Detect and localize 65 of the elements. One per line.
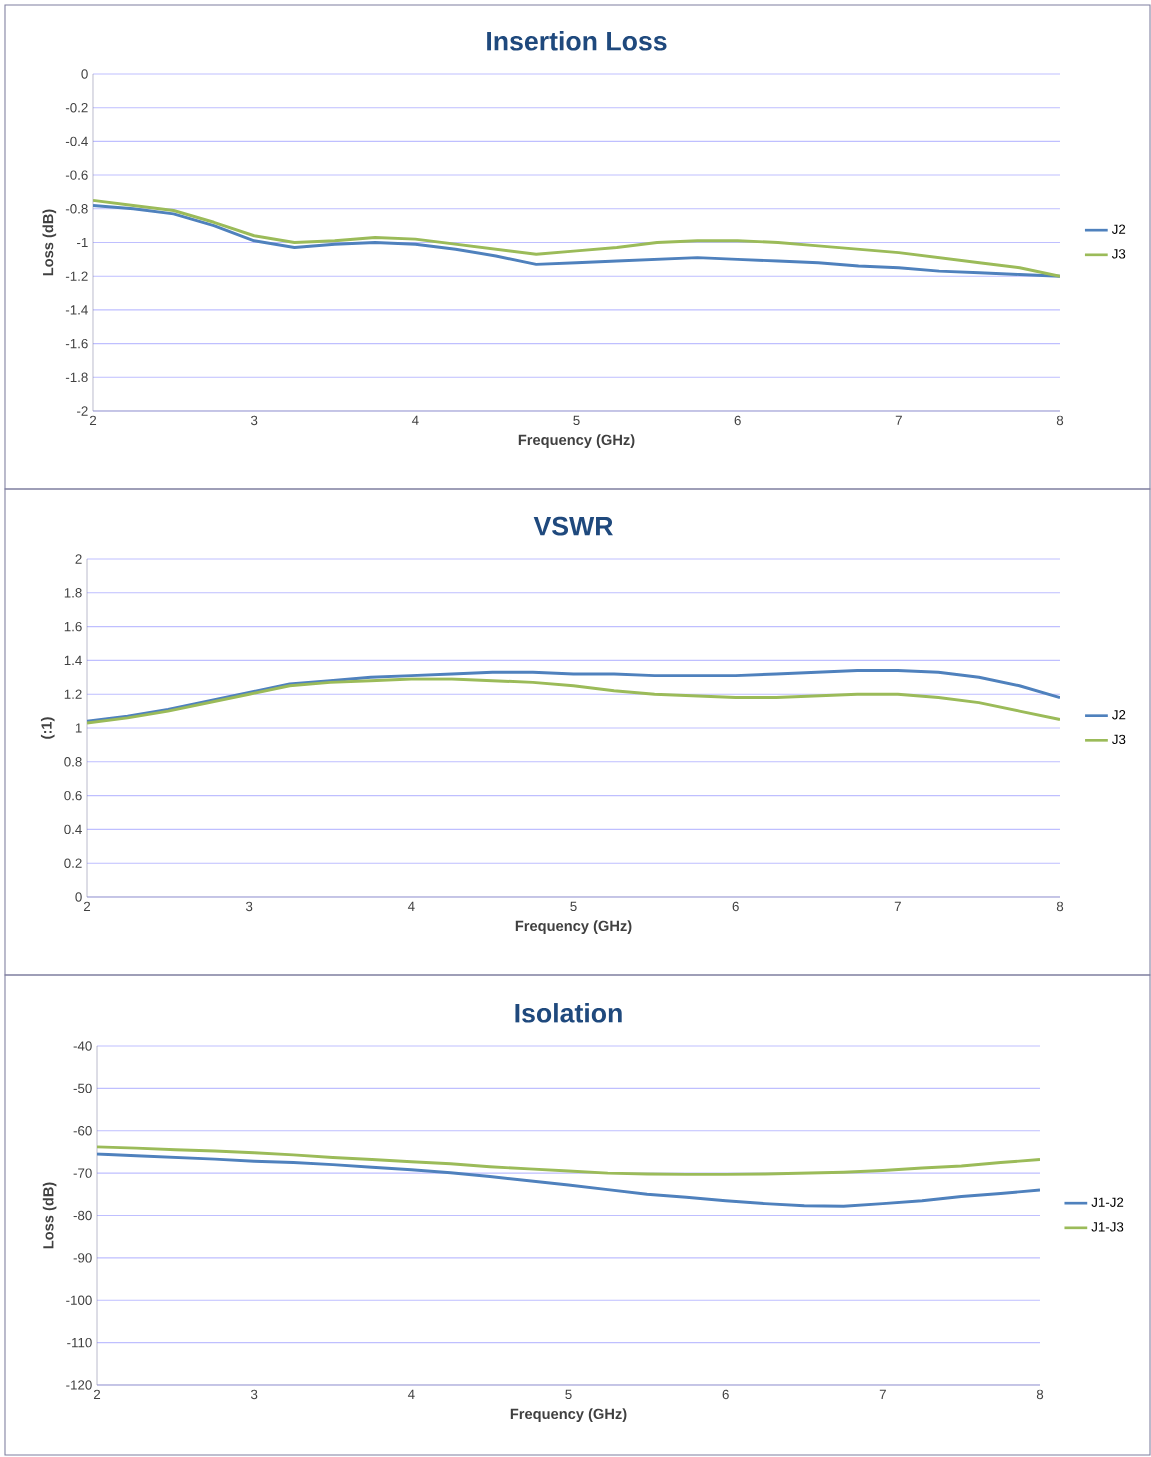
y-tick-label: -1.2: [65, 271, 88, 281]
y-tick-label: 0.6: [64, 790, 82, 801]
x-tick-label: 5: [573, 415, 580, 425]
x-axis-title: Frequency (GHz): [510, 1408, 627, 1422]
x-tick-label: 7: [894, 901, 901, 911]
y-tick-label: -120: [66, 1380, 92, 1390]
y-tick-label: -0.6: [65, 170, 88, 180]
x-tick-label: 4: [407, 1389, 415, 1399]
x-tick-label: 7: [895, 415, 902, 425]
y-axis-title: Loss (dB): [42, 1182, 57, 1249]
y-tick-label: 1.2: [64, 689, 82, 699]
y-tick-label: -1: [77, 237, 88, 248]
y-tick-label: -0.2: [65, 102, 88, 113]
chart-title: Insertion Loss: [487, 31, 667, 51]
x-tick-label: 6: [732, 901, 739, 912]
y-tick-label: -1.4: [65, 305, 88, 315]
legend-label: J2: [1111, 224, 1126, 234]
y-tick-label: 2: [75, 554, 82, 564]
y-tick-label: -110: [67, 1337, 92, 1348]
y-tick-label: 1.8: [64, 588, 82, 598]
x-tick-label: 5: [570, 901, 577, 911]
y-tick-label: 1.6: [64, 621, 82, 632]
x-tick-label: 8: [1036, 1389, 1044, 1400]
y-tick-label: 0.2: [64, 858, 82, 868]
y-tick-label: 0.4: [64, 824, 82, 835]
legend-label: J3: [1112, 734, 1126, 745]
y-tick-label: -60: [73, 1126, 92, 1136]
y-tick-label: -0.8: [65, 204, 88, 214]
y-tick-label: 1: [75, 723, 82, 733]
y-tick-label: -1.8: [65, 372, 88, 383]
y-tick-label: 0: [81, 69, 88, 79]
x-axis-title: Frequency (GHz): [518, 434, 635, 448]
x-tick-label: 7: [879, 1389, 886, 1399]
x-tick-label: 4: [411, 415, 419, 425]
x-tick-label: 4: [407, 901, 415, 911]
y-tick-label: -70: [73, 1168, 92, 1178]
y-tick-label: 0.8: [64, 757, 82, 767]
legend-label: J2: [1112, 710, 1126, 720]
x-tick-label: 6: [722, 1389, 729, 1400]
x-tick-label: 5: [565, 1389, 572, 1400]
x-tick-label: 2: [93, 1389, 101, 1400]
y-axis-title: (:1): [40, 717, 55, 739]
y-tick-label: -90: [73, 1253, 92, 1263]
x-tick-label: 8: [1056, 415, 1064, 426]
x-tick-label: 3: [250, 1389, 258, 1400]
y-tick-label: -1.6: [65, 338, 88, 349]
y-tick-label: -80: [73, 1210, 92, 1221]
chart-title: VSWR: [533, 516, 613, 536]
y-tick-label: -100: [66, 1295, 92, 1305]
x-tick-label: 3: [245, 901, 253, 912]
chart-title: Isolation: [515, 1003, 622, 1023]
legend-label: J1-J2: [1091, 1197, 1124, 1207]
x-tick-label: 3: [250, 415, 258, 426]
y-tick-label: -50: [73, 1083, 92, 1094]
y-tick-label: 1.4: [64, 655, 82, 665]
y-axis-title: Loss (dB): [42, 209, 57, 276]
x-axis-title: Frequency (GHz): [515, 920, 632, 934]
y-tick-label: -2: [77, 406, 88, 416]
legend-label: J3: [1111, 249, 1126, 259]
y-tick-label: -40: [73, 1041, 92, 1051]
x-tick-label: 8: [1056, 901, 1064, 912]
x-tick-label: 6: [734, 415, 741, 426]
y-tick-label: -0.4: [65, 136, 88, 147]
y-tick-label: 0: [75, 892, 82, 902]
legend-label: J1-J3: [1091, 1222, 1124, 1232]
